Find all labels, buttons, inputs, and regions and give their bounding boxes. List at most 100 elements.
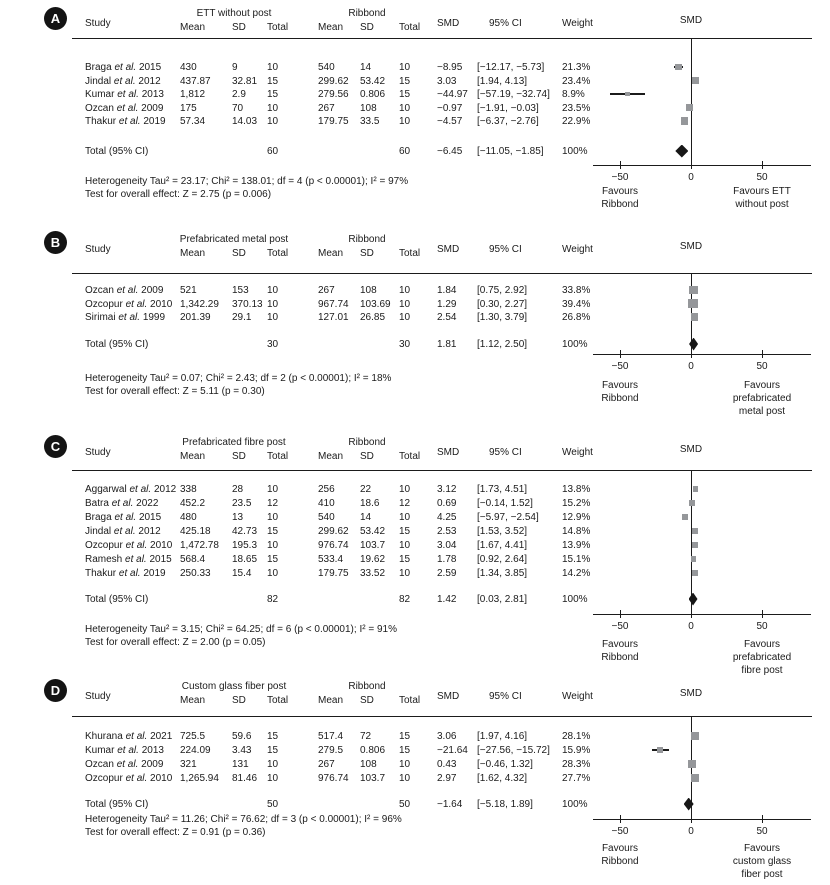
ci-value: [−0.14, 1.52]: [477, 498, 533, 509]
mean1-value: 425.18: [180, 526, 211, 537]
heterogeneity-text: Heterogeneity Tau² = 3.15; Chi² = 64.25;…: [85, 624, 397, 635]
favours-right-label: Favours: [743, 380, 781, 391]
sd1-value: 153: [232, 285, 249, 296]
mean2-column-header: Mean: [318, 248, 344, 259]
sd2-column-header: SD: [360, 248, 374, 259]
etal-text: et al.: [113, 75, 136, 87]
sd1-value: 32.81: [232, 75, 258, 87]
mean2-value: 967.74: [318, 298, 349, 310]
total-weight-value: 100%: [562, 339, 588, 350]
ci-value: [−57.19, −32.74]: [477, 89, 550, 100]
total1-value: 15: [267, 75, 279, 87]
axis-tick-label: 0: [688, 172, 694, 183]
mean1-value: 224.09: [180, 745, 211, 756]
axis-tick-label: 0: [688, 361, 694, 372]
total1-value: 10: [267, 568, 279, 579]
ci-value: [−5.97, −2.54]: [477, 512, 539, 523]
total1-value: 10: [267, 116, 279, 127]
weight-value: 23.4%: [562, 75, 591, 87]
axis-tick-label: 0: [688, 621, 694, 632]
study-year: 2021: [150, 731, 173, 742]
ci-value: [−12.17, −5.73]: [477, 62, 545, 73]
sd2-value: 108: [360, 102, 377, 114]
etal-text: et al.: [116, 759, 139, 770]
etal-text: et al.: [125, 540, 148, 551]
weight-value: 14.8%: [562, 526, 591, 537]
plot-smd-header: SMD: [679, 15, 703, 26]
x-axis: [593, 614, 811, 616]
study-author: Jindal: [85, 526, 112, 537]
favours-left-label: Ribbond: [601, 856, 639, 867]
favours-right-label: without post: [735, 199, 789, 210]
study-author: Thakur: [85, 568, 117, 579]
weight-value: 21.3%: [562, 62, 591, 73]
axis-tick-label: 50: [756, 826, 768, 837]
total-ci-value: [−11.05, −1.85]: [477, 146, 544, 157]
total2-column-header: Total: [399, 22, 421, 33]
sd2-value: 103.69: [360, 298, 391, 310]
favours-left-label: Favours: [601, 639, 639, 650]
x-axis: [593, 819, 811, 821]
sd2-value: 0.806: [360, 745, 386, 756]
mean2-column-header: Mean: [318, 695, 344, 706]
favours-left-label: Ribbond: [601, 652, 639, 663]
study-label: Ozcopur et al. 2010: [85, 540, 172, 551]
smd-column-header: SMD: [437, 691, 460, 702]
study-column-header: Study: [85, 447, 111, 458]
study-author: Batra: [85, 498, 109, 509]
panel-badge: A: [44, 7, 67, 30]
weight-value: 8.9%: [562, 89, 585, 100]
summary-diamond: [688, 592, 698, 606]
sd2-value: 108: [360, 285, 377, 296]
total1-value: 15: [267, 731, 279, 742]
study-label: Ozcan et al. 2009: [85, 759, 163, 770]
study-label: Ozcan et al. 2009: [85, 285, 163, 296]
total1-sum: 82: [267, 594, 279, 605]
ci-column-header: 95% CI: [489, 244, 522, 255]
total1-value: 10: [267, 540, 279, 551]
header-rule: [72, 38, 812, 40]
study-year: 2013: [141, 745, 164, 756]
axis-tick: [620, 815, 622, 823]
sd2-value: 53.42: [360, 75, 386, 87]
sd2-value: 19.62: [360, 554, 386, 565]
study-author: Ozcopur: [85, 298, 123, 310]
weight-value: 13.8%: [562, 484, 591, 495]
total2-value: 10: [399, 773, 411, 784]
sd2-value: 26.85: [360, 312, 386, 323]
smd-value: 3.04: [437, 540, 457, 551]
sd2-value: 0.806: [360, 89, 386, 100]
weight-value: 28.3%: [562, 759, 591, 770]
study-label: Ramesh et al. 2015: [85, 554, 172, 565]
weight-value: 26.8%: [562, 312, 591, 323]
sd1-value: 14.03: [232, 116, 258, 127]
weight-value: 33.8%: [562, 285, 591, 296]
total1-value: 10: [267, 512, 279, 523]
heterogeneity-text: Heterogeneity Tau² = 11.26; Chi² = 76.62…: [85, 814, 402, 825]
favours-right-label: prefabricated: [732, 393, 792, 404]
total1-sum: 30: [267, 339, 279, 350]
effect-marker: [691, 732, 700, 740]
sd1-column-header: SD: [232, 451, 246, 462]
smd-value: 3.03: [437, 75, 457, 87]
total1-value: 10: [267, 773, 279, 784]
sd2-value: 103.7: [360, 540, 386, 551]
header-rule: [72, 716, 812, 718]
effect-marker: [688, 298, 698, 309]
effect-marker: [689, 500, 695, 506]
study-author: Aggarwal: [85, 484, 127, 495]
total1-sum: 60: [267, 146, 279, 157]
ci-value: [−6.37, −2.76]: [477, 116, 539, 127]
mean2-value: 179.75: [318, 568, 349, 579]
ci-value: [0.30, 2.27]: [477, 298, 528, 310]
study-author: Ramesh: [85, 554, 123, 565]
panel-badge: C: [44, 435, 67, 458]
sd1-column-header: SD: [232, 22, 246, 33]
study-author: Khurana: [85, 731, 123, 742]
sd1-value: 18.65: [232, 554, 258, 565]
total2-sum: 50: [399, 799, 411, 810]
ci-value: [0.75, 2.92]: [477, 285, 528, 296]
study-year: 2010: [150, 540, 173, 551]
sd1-value: 2.9: [232, 89, 246, 100]
mean1-value: 321: [180, 759, 197, 770]
